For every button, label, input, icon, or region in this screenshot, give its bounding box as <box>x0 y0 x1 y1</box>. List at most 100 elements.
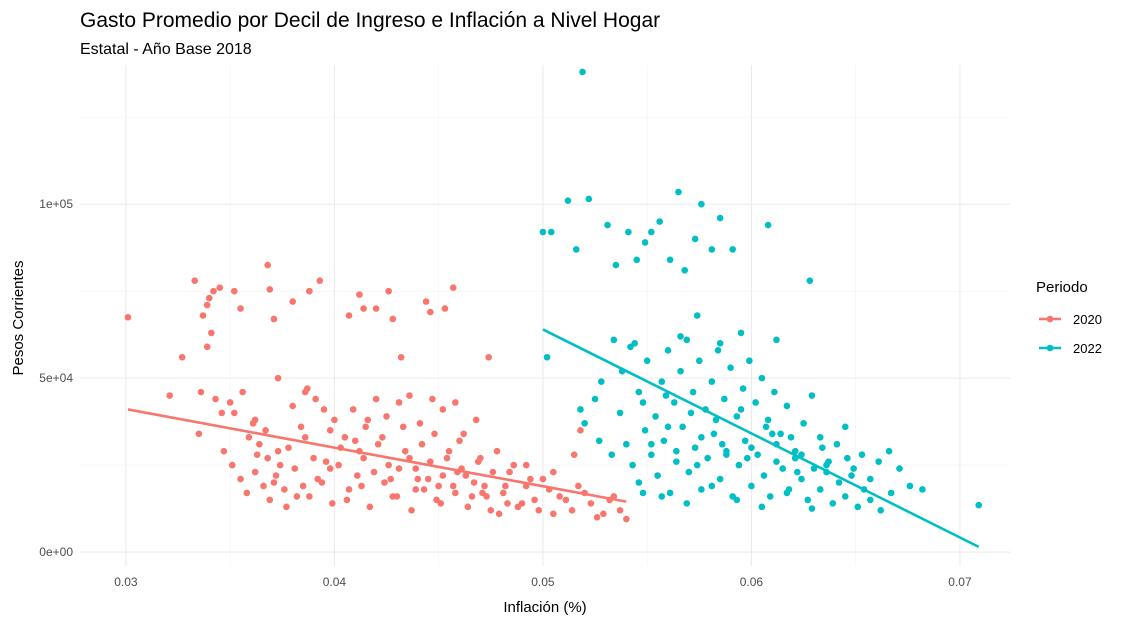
legend-label-2020: 2020 <box>1073 312 1102 327</box>
point-2022 <box>572 246 580 253</box>
point-2022 <box>850 465 857 472</box>
point-2020 <box>251 468 259 476</box>
point-2022 <box>696 357 703 365</box>
point-2020 <box>262 427 269 434</box>
point-2022 <box>543 353 551 361</box>
point-2020 <box>370 468 378 476</box>
point-2020 <box>456 437 463 445</box>
point-2020 <box>360 305 367 312</box>
point-2022 <box>631 340 638 347</box>
point-2020 <box>401 447 409 455</box>
point-2022 <box>547 228 555 236</box>
point-2020 <box>408 507 415 514</box>
point-2020 <box>429 395 436 403</box>
point-2022 <box>610 336 618 344</box>
point-2022 <box>919 486 926 493</box>
point-2020 <box>499 489 507 497</box>
point-2020 <box>291 465 299 472</box>
point-2020 <box>562 496 570 504</box>
point-2020 <box>237 305 244 312</box>
point-2020 <box>568 507 576 514</box>
x-tick-label: 0.06 <box>740 575 764 589</box>
point-2022 <box>666 256 674 264</box>
point-2020 <box>616 507 624 514</box>
data-points <box>124 68 983 523</box>
point-2022 <box>896 465 903 472</box>
point-2022 <box>673 458 680 465</box>
point-2022 <box>691 444 699 452</box>
point-2022 <box>858 451 866 458</box>
point-2022 <box>679 423 686 431</box>
point-2020 <box>253 451 261 458</box>
point-2020 <box>264 261 271 269</box>
point-2022 <box>748 482 755 490</box>
point-2022 <box>783 402 791 410</box>
point-2020 <box>251 416 259 424</box>
point-2020 <box>362 423 369 431</box>
point-2020 <box>395 399 403 406</box>
point-2020 <box>266 286 274 293</box>
point-2020 <box>439 406 447 413</box>
point-2020 <box>381 479 388 486</box>
point-2022 <box>743 454 751 462</box>
point-2020 <box>449 482 457 490</box>
point-2020 <box>443 454 451 462</box>
point-2020 <box>360 454 367 462</box>
point-2020 <box>600 510 607 518</box>
point-2020 <box>493 447 501 455</box>
point-2022 <box>664 346 672 354</box>
point-2020 <box>228 461 236 469</box>
point-2022 <box>748 444 755 452</box>
point-2022 <box>673 447 680 455</box>
point-2022 <box>683 500 691 507</box>
point-2020 <box>297 423 305 431</box>
point-2022 <box>579 68 586 76</box>
point-2022 <box>752 399 759 406</box>
point-2020 <box>293 493 301 500</box>
point-2020 <box>427 458 434 465</box>
point-2022 <box>716 475 724 483</box>
legend-key-point-2022 <box>1046 344 1054 352</box>
point-2020 <box>329 500 336 507</box>
point-2022 <box>798 475 805 483</box>
point-2022 <box>698 200 705 208</box>
point-2020 <box>575 482 582 490</box>
point-2020 <box>416 420 424 427</box>
y-axis-ticks: 0e+00 5e+04 1e+05 <box>39 197 73 559</box>
point-2022 <box>733 496 741 504</box>
point-2022 <box>708 378 716 385</box>
point-2022 <box>804 496 812 504</box>
point-2020 <box>312 395 319 403</box>
point-2020 <box>481 482 488 490</box>
point-2022 <box>866 475 874 483</box>
point-2020 <box>535 507 543 514</box>
point-2022 <box>677 333 684 340</box>
point-2022 <box>791 447 799 455</box>
trend-line-2020 <box>127 408 627 503</box>
y-axis-title: Pesos Corrientes <box>10 260 27 375</box>
point-2020 <box>318 479 326 486</box>
y-tick-label: 5e+04 <box>39 371 73 385</box>
point-2022 <box>877 507 885 514</box>
point-2020 <box>345 486 353 493</box>
point-2020 <box>372 395 380 403</box>
trend-lines <box>127 328 980 549</box>
point-2020 <box>270 479 278 486</box>
legend: Periodo 2020 2022 <box>1036 279 1102 356</box>
point-2022 <box>689 388 697 396</box>
x-tick-label: 0.07 <box>948 575 972 589</box>
point-2022 <box>819 444 826 452</box>
point-2020 <box>550 510 557 518</box>
point-2022 <box>635 388 643 396</box>
point-2020 <box>514 503 522 511</box>
legend-label-2022: 2022 <box>1073 341 1102 356</box>
point-2022 <box>741 437 749 445</box>
point-2020 <box>460 430 467 438</box>
point-2020 <box>539 475 547 483</box>
point-2020 <box>283 503 290 511</box>
point-2020 <box>231 409 238 417</box>
point-2020 <box>504 500 511 507</box>
point-2022 <box>698 433 705 441</box>
point-2020 <box>502 482 509 490</box>
point-2020 <box>306 493 313 500</box>
